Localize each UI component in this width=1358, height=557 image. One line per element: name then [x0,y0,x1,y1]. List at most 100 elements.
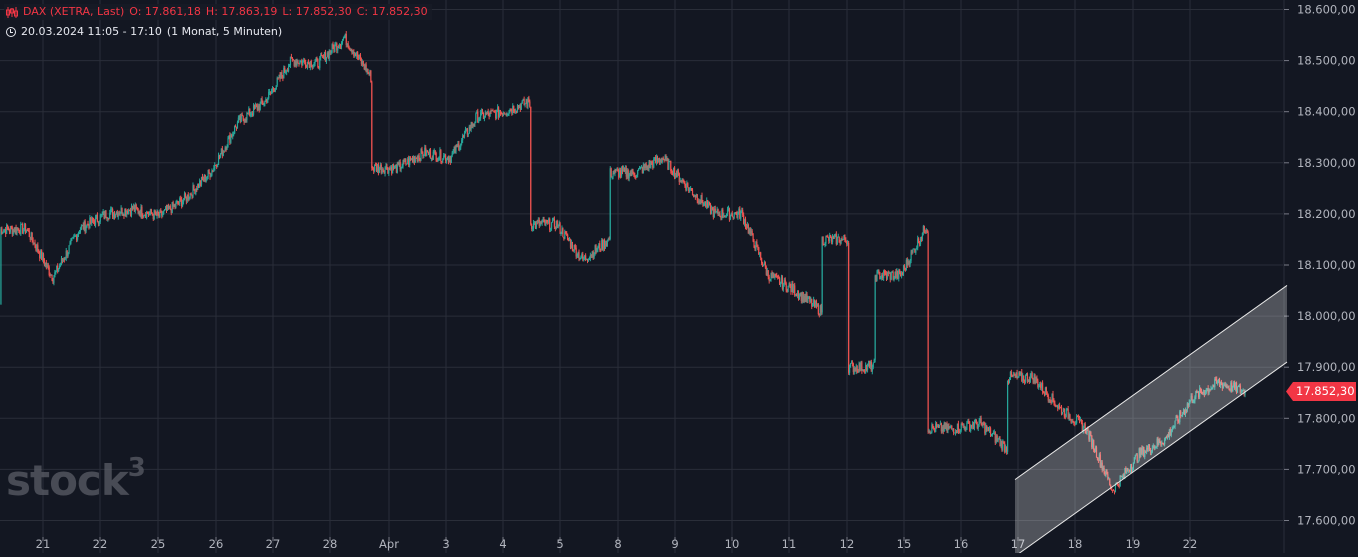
candle-body [82,224,84,230]
candle-body [1219,382,1222,386]
candle-body [755,242,757,250]
candle-body [676,170,679,177]
candle-body [341,39,344,44]
candle-body [97,221,99,224]
candle-body [61,258,64,261]
candle-body [252,105,255,115]
candle-body [942,426,944,432]
candle-body [1164,436,1167,440]
candle-body [482,112,485,119]
candle-body [59,265,61,269]
candle-body [262,102,264,105]
candle-body [1015,372,1017,377]
candle-body [857,371,859,373]
candle-body [1187,403,1189,406]
candle-body [249,108,251,116]
candle-body [1065,408,1067,418]
candle-body [646,165,648,168]
candle-body [423,155,425,157]
candle-body [920,238,923,240]
candle-body [689,188,691,192]
candle-body [395,164,398,173]
candle-body [534,222,537,228]
candle-body [890,272,892,280]
candle-body [131,206,134,210]
candle-body [550,228,552,230]
time-axis-label: 27 [266,537,281,551]
candle-body [1241,390,1243,392]
candle-body [808,296,810,299]
candle-body [1111,487,1113,490]
candle-body [181,199,183,207]
candle-body [690,188,693,191]
candle-body [87,223,89,225]
candle-body [633,172,635,176]
candle-body [812,303,814,307]
candle-body [478,118,480,123]
candle-body [159,210,161,217]
candle-body [975,419,977,425]
candle-body [620,168,623,176]
candle-body [980,418,982,424]
candle-body [1038,386,1040,388]
candle-body [1190,395,1192,401]
candle-body [984,423,986,434]
candle-body [356,51,358,57]
candle-body [954,431,957,433]
candle-body [443,155,445,160]
price-tag-shape [1286,382,1356,401]
candle-body [1086,427,1088,434]
candle-body [272,88,275,90]
candle-body [543,219,545,222]
candle-body [1140,448,1142,456]
candle-body [46,264,48,267]
candle-body [1213,385,1215,388]
candle-body [1041,382,1044,392]
candle-body [88,224,90,229]
candle-body [818,314,820,315]
candle-body [213,168,215,172]
candle-body [244,120,246,123]
time-readout: 20.03.2024 11:05 - 17:10 (1 Monat, 5 Min… [4,25,432,39]
candle-body [171,202,173,213]
candle-body [373,168,375,172]
candle-body [1035,377,1037,382]
candle-body [324,52,327,62]
candle-body [796,292,799,296]
candle-body [463,132,466,137]
candle-body [738,208,740,213]
candle-body [21,223,23,225]
candle-body [947,426,949,431]
candle-body [140,206,142,216]
candle-body [1142,447,1144,454]
candle-body [33,242,35,245]
candle-body [903,266,906,268]
candle-body [978,420,980,425]
candle-body [304,61,307,67]
candle-body [352,51,354,53]
candle-body [1000,441,1002,447]
candle-body [807,298,809,302]
candle-body [278,74,280,79]
candle-body [918,243,921,245]
candle-body [326,52,328,58]
candle-body [690,188,692,189]
open-value: O: 17.861,18 [129,5,201,18]
candle-body [1030,373,1032,377]
candle-body [94,216,97,225]
candle-body [957,423,959,432]
candle-body [702,201,704,206]
candle-body [1240,391,1242,393]
candle-body [533,222,536,224]
candle-body [69,242,71,246]
candle-body [821,236,823,313]
candle-body [385,165,387,169]
candle-body [639,167,642,169]
candle-body [879,272,881,280]
candle-body [56,265,58,271]
candle-body [595,245,597,252]
candle-body [828,237,830,242]
candle-body [447,157,450,162]
